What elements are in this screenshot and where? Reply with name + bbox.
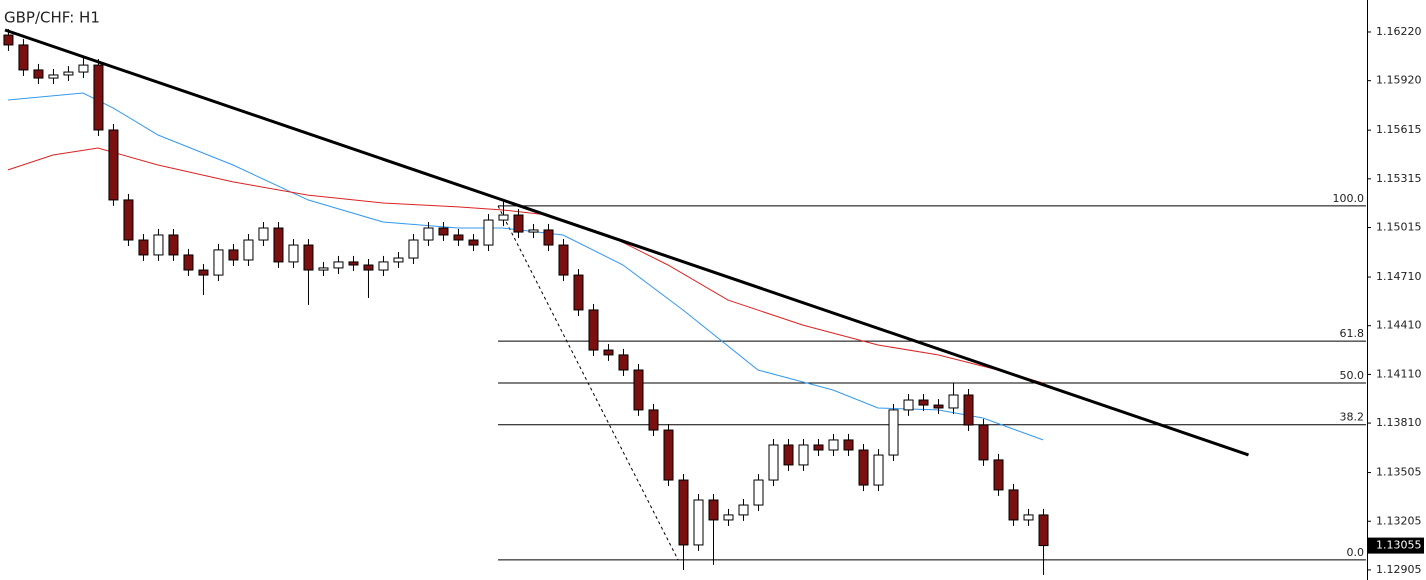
candle-body [813, 444, 824, 451]
candle-body [3, 34, 14, 46]
candle-body [243, 239, 254, 261]
candle-body [873, 454, 884, 486]
current-price-label: 1.13055 [1376, 539, 1422, 552]
candle-body [183, 254, 194, 271]
candle-body [1008, 489, 1019, 521]
candle-body [423, 227, 434, 241]
y-tick-label: 1.14410 [1376, 319, 1422, 332]
candle-body [228, 249, 239, 261]
candle-body [918, 399, 929, 406]
candle-body [828, 439, 839, 451]
fib-label: 50.0 [1340, 369, 1365, 382]
y-tick-label: 1.12905 [1376, 563, 1422, 576]
candle-body [498, 214, 509, 221]
candle-body [513, 214, 524, 233]
candle-body [108, 129, 119, 201]
candle-body [993, 459, 1004, 491]
candle-body [738, 504, 749, 516]
y-tick-label: 1.13505 [1376, 466, 1422, 479]
candle-body [708, 499, 719, 521]
candle-body [903, 399, 914, 411]
candle-body [558, 244, 569, 276]
candle-body [933, 404, 944, 409]
y-tick-label: 1.14710 [1376, 270, 1422, 283]
fib-swing [497, 205, 679, 561]
candle-body [543, 229, 554, 246]
candle-body [648, 409, 659, 431]
candle-body [438, 227, 449, 236]
candle-body [858, 449, 869, 486]
candle-body [348, 261, 359, 266]
candle-body [213, 249, 224, 276]
candle-body [588, 309, 599, 351]
candle-body [198, 269, 209, 276]
candle-body [978, 424, 989, 461]
candle-body [783, 444, 794, 466]
fib-label: 61.8 [1340, 327, 1365, 340]
candle-body [138, 239, 149, 256]
candle-body [693, 499, 704, 546]
candle-body [378, 261, 389, 271]
candle-body [258, 227, 269, 241]
current-price-box [1368, 537, 1424, 554]
candle-body [123, 199, 134, 241]
candle-body [483, 219, 494, 246]
candle-body [948, 394, 959, 409]
candle-body [603, 349, 614, 356]
candle-body [678, 479, 689, 546]
candle-body [48, 74, 59, 79]
candle-body [153, 234, 164, 256]
candle-body [798, 444, 809, 466]
candle-body [663, 429, 674, 481]
moving-average [7, 92, 1044, 441]
fib-label: 100.0 [1333, 192, 1365, 205]
candle-body [288, 244, 299, 263]
candle-body [723, 514, 734, 521]
candle-body [273, 227, 284, 263]
fib-label: 0.0 [1347, 546, 1365, 559]
candle-body [573, 274, 584, 311]
candle-body [888, 409, 899, 456]
y-tick-label: 1.15615 [1376, 123, 1422, 136]
candle-body [303, 244, 314, 271]
y-tick-label: 1.13810 [1376, 416, 1422, 429]
y-tick-label: 1.13205 [1376, 514, 1422, 527]
candle-body [393, 257, 404, 263]
candle-body [768, 444, 779, 481]
candle-body [33, 69, 44, 79]
candle-body [168, 234, 179, 256]
candle-body [753, 479, 764, 506]
candle-body [333, 261, 344, 269]
candle-body [78, 64, 89, 73]
candle-body [633, 369, 644, 411]
y-tick-label: 1.15315 [1376, 172, 1422, 185]
candle-body [618, 354, 629, 371]
candle-body [963, 394, 974, 426]
moving-average [7, 147, 1044, 384]
chart-title: GBP/CHF: H1 [4, 9, 100, 27]
candle-body [93, 64, 104, 131]
candle-body [1038, 514, 1049, 547]
y-tick-label: 1.14110 [1376, 367, 1422, 380]
y-tick-label: 1.16220 [1376, 25, 1422, 38]
candle-body [408, 239, 419, 259]
candle-body [843, 439, 854, 451]
candle-body [468, 239, 479, 246]
candle-body [453, 234, 464, 241]
y-tick-label: 1.15920 [1376, 74, 1422, 87]
candle-body [1023, 514, 1034, 521]
candle-body [318, 267, 329, 271]
candle-body [528, 229, 539, 233]
y-tick-label: 1.15015 [1376, 221, 1422, 234]
fib-label: 38.2 [1340, 411, 1365, 424]
candle-body [18, 44, 29, 71]
trend-line [4, 28, 1249, 457]
candle-body [363, 264, 374, 271]
candle-body [63, 71, 74, 76]
